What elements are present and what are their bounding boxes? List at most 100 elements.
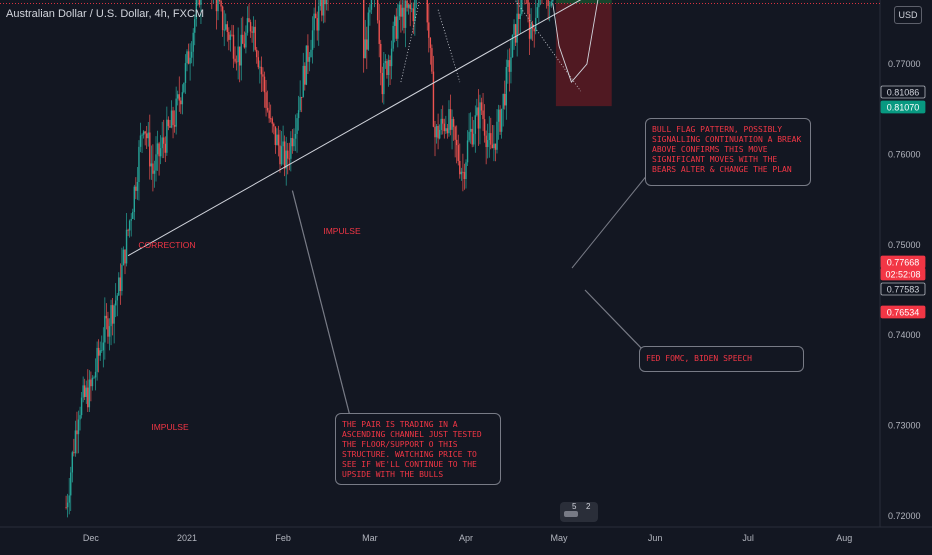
- candle-body: [363, 0, 365, 59]
- candle-body: [291, 137, 294, 147]
- candle-body: [215, 0, 218, 12]
- candle-body: [279, 145, 281, 165]
- candle-body: [497, 109, 500, 122]
- candle-body: [149, 132, 151, 167]
- candle-body: [257, 57, 259, 68]
- candle-body: [482, 110, 484, 120]
- candle-body: [449, 109, 452, 130]
- candle-body: [443, 123, 445, 132]
- candle-body: [456, 139, 458, 146]
- candle-body: [487, 140, 489, 148]
- y-tick-label: 0.72000: [888, 511, 921, 521]
- candle-body: [111, 305, 114, 324]
- candle-body: [152, 163, 154, 174]
- candle-body: [301, 97, 303, 98]
- x-tick-label: Mar: [362, 533, 378, 543]
- callout-connector-channel: [291, 190, 353, 425]
- candle-body: [313, 13, 315, 31]
- candle-body: [438, 129, 441, 139]
- candle-body: [177, 94, 179, 99]
- candle-body: [158, 143, 160, 157]
- candle-body: [107, 318, 109, 337]
- candle-body: [428, 22, 430, 38]
- candle-body: [84, 385, 86, 397]
- candle-body: [457, 145, 459, 161]
- candle-body: [516, 13, 518, 43]
- candle-body: [127, 229, 129, 231]
- candle-body: [485, 135, 487, 148]
- candle-body: [128, 220, 131, 231]
- candle-body: [163, 137, 165, 144]
- x-tick-label: May: [550, 533, 568, 543]
- candle-body: [285, 150, 287, 169]
- candle-body: [310, 49, 312, 58]
- candle-body: [194, 19, 196, 33]
- candle-body: [189, 57, 191, 64]
- candle-body: [293, 138, 295, 147]
- candle-body: [198, 0, 201, 5]
- candle-body: [180, 100, 182, 105]
- candle-body: [383, 63, 385, 95]
- candle-body: [395, 16, 397, 39]
- callout-connector-flag: [571, 173, 649, 269]
- candle-body: [325, 0, 328, 5]
- annotation-label: IMPULSE: [323, 226, 361, 236]
- candle-body: [65, 506, 67, 508]
- candle-body: [245, 32, 247, 48]
- candle-body: [122, 249, 125, 266]
- candle-body: [268, 110, 270, 119]
- candle-body: [507, 60, 509, 67]
- candle-body: [124, 249, 126, 264]
- candle-body: [94, 371, 97, 378]
- candle-body: [508, 60, 511, 72]
- candle-body: [319, 0, 321, 7]
- candle-body: [186, 51, 188, 64]
- candle-body: [150, 163, 153, 167]
- candle-body: [74, 430, 77, 454]
- candle-body: [226, 24, 228, 33]
- candle-body: [511, 34, 514, 58]
- candle-body: [237, 46, 239, 62]
- candle-body: [87, 387, 89, 408]
- candle-body: [479, 102, 481, 129]
- currency-button[interactable]: USD: [894, 6, 922, 24]
- candle-body: [104, 315, 106, 343]
- candle-body: [159, 148, 162, 157]
- candle-body: [85, 387, 87, 397]
- candle-body: [223, 29, 225, 31]
- candle-body: [218, 0, 221, 1]
- candle-body: [66, 502, 69, 508]
- candle-body: [141, 134, 143, 136]
- events-widget[interactable]: 5 2: [560, 502, 598, 522]
- candle-body: [514, 24, 517, 43]
- candle-body: [380, 43, 382, 73]
- candle-body: [184, 63, 187, 83]
- candle-body: [364, 39, 366, 59]
- candle-body: [401, 7, 404, 17]
- target-zone: [555, 0, 612, 4]
- candle-body: [437, 125, 439, 139]
- note-ascending-channel: THE PAIR IS TRADING IN A ASCENDING CHANN…: [335, 413, 501, 485]
- candle-body: [432, 71, 435, 127]
- candle-body: [68, 495, 70, 503]
- candle-body: [167, 119, 170, 127]
- annotation-label: IMPULSE: [151, 422, 189, 432]
- candle-body: [499, 109, 501, 132]
- candle-body: [465, 162, 467, 180]
- x-tick-label: Jun: [648, 533, 663, 543]
- candle-body: [99, 350, 101, 356]
- price-label-text: 0.81070: [887, 103, 920, 113]
- candle-body: [119, 277, 122, 291]
- candle-body: [283, 141, 286, 169]
- candle-body: [435, 125, 438, 138]
- candle-body: [302, 65, 304, 98]
- candle-body: [266, 107, 269, 111]
- channel-lower-line: [127, 0, 582, 257]
- candle-body: [116, 295, 118, 301]
- candle-body: [431, 48, 433, 72]
- price-label-text: 0.76534: [887, 308, 920, 318]
- candle-body: [274, 126, 277, 145]
- candle-body: [324, 0, 326, 5]
